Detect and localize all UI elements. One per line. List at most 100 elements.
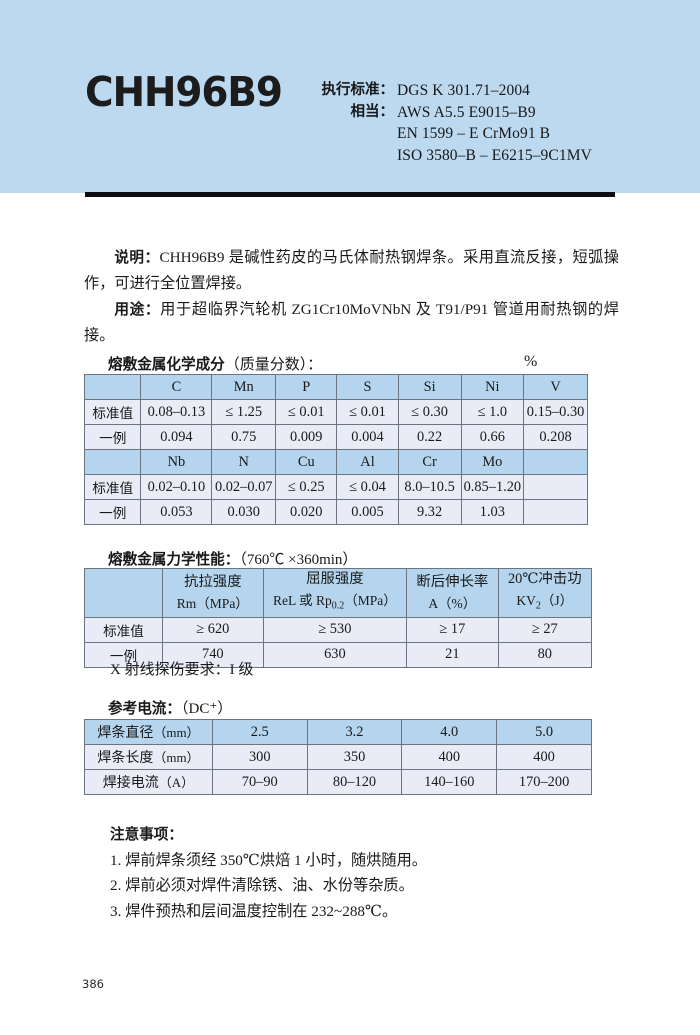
mech-caption-condition: （760℃ ×360min） (239, 552, 358, 568)
row-label: 一例 (83, 499, 142, 525)
xray-requirement-text: X 射线探伤要求：I 级 (110, 662, 254, 678)
chem-caption-paren: （质量分数）： (224, 357, 323, 373)
table-cell: 0.02–0.07 (211, 474, 277, 500)
table-cell: 0.004 (336, 424, 399, 450)
table-cell: 70–90 (211, 769, 308, 795)
column-header: V (523, 374, 588, 400)
column-header: 抗拉强度 Rm（MPa） (161, 568, 264, 618)
column-header: Cu (275, 449, 338, 475)
column-header-line2: KV2（J） (501, 590, 589, 617)
table-row: 一例 0.094 0.75 0.009 0.004 0.22 0.66 0.20… (83, 424, 588, 450)
table-cell: ≤ 0.04 (336, 474, 399, 500)
column-header-line1: 20℃冲击功 (507, 571, 582, 587)
row-label-text: 焊接电流 (102, 775, 159, 791)
table-cell: 0.08–0.13 (140, 399, 213, 425)
table-cell: 0.030 (211, 499, 277, 525)
table-cell: 8.0–10.5 (397, 474, 462, 500)
list-item: 1. 焊前焊条须经 350℃烘焙 1 小时，随烘随用。 (110, 851, 427, 869)
standard-label: 相当： (350, 103, 395, 120)
corner-cell (84, 568, 163, 618)
notes-section: 注意事项： 1. 焊前焊条须经 350℃烘焙 1 小时，随烘随用。 2. 焊前必… (110, 822, 427, 924)
row-label: 一例 (83, 424, 142, 450)
symbol-subscript: 0.2 (331, 600, 345, 612)
table-cell: 400 (401, 744, 498, 770)
title-divider-rule (85, 192, 615, 197)
row-label-text: 焊条长度 (97, 750, 154, 766)
list-item: 3. 焊件预热和层间温度控制在 232~288℃。 (110, 902, 398, 920)
column-header-line1: 断后伸长率 (416, 573, 489, 590)
description-label: 说明： (114, 249, 160, 266)
table-cell: ≥ 17 (406, 616, 499, 643)
standard-row: 执行标准： DGS K 301.71–2004 (300, 80, 630, 102)
mech-caption-main: 熔敷金属力学性能： (108, 551, 240, 568)
table-cell: ≤ 0.01 (336, 399, 399, 425)
table-cell: ≥ 27 (497, 616, 593, 643)
column-header: Si (397, 374, 462, 400)
symbol-post: （MPa） (344, 593, 397, 608)
column-header: C (140, 374, 213, 400)
row-label: 焊条长度（mm） (84, 744, 213, 770)
table-cell: 0.208 (523, 424, 588, 450)
table-cell-empty (523, 474, 588, 500)
column-header-empty (523, 449, 588, 475)
column-header: Mn (211, 374, 277, 400)
row-label: 标准值 (83, 474, 142, 500)
corner-cell (83, 449, 142, 475)
table-row: 一例 740 630 21 80 (84, 641, 593, 668)
table-cell: 1.03 (460, 499, 525, 525)
table-row: C Mn P S Si Ni V (83, 374, 588, 400)
standard-label: 执行标准： (321, 82, 395, 98)
column-header: 断后伸长率 A（%） (406, 568, 499, 618)
standard-value: ISO 3580–B – E6215–9C1MV (397, 146, 592, 164)
table-cell: ≤ 0.30 (397, 399, 462, 425)
table-row: 焊条直径（mm） 2.5 3.2 4.0 5.0 (84, 719, 592, 745)
symbol-pre: KV (516, 593, 536, 608)
table-row: 标准值 ≥ 620 ≥ 530 ≥ 17 ≥ 27 (84, 616, 593, 643)
column-header-line1: 抗拉强度 (184, 573, 242, 590)
notes-title: 注意事项： (110, 826, 183, 843)
table-cell: 9.32 (397, 499, 462, 525)
page-title: CHH96B9 (85, 68, 283, 116)
row-label-unit: （mm） (153, 725, 200, 740)
chem-caption-main: 熔敷金属化学成分 (108, 356, 225, 373)
column-header: N (211, 449, 277, 475)
standard-value: EN 1599 – E CrMo91 B (397, 125, 551, 142)
table-cell: ≤ 0.01 (275, 399, 338, 425)
column-header-line2: Rm（MPa） (176, 595, 249, 611)
column-header: 20℃冲击功 KV2（J） (497, 568, 593, 618)
mech-properties-table: 抗拉强度 Rm（MPa） 屈服强度 ReL 或 Rp0.2（MPa） 断后伸长率… (84, 568, 593, 668)
standard-value: DGS K 301.71–2004 (397, 82, 531, 99)
table-cell: 170–200 (496, 769, 592, 795)
current-caption-mode: （DC⁺） (180, 701, 233, 717)
table-cell: 21 (406, 641, 499, 668)
table-cell: 300 (211, 744, 308, 770)
table-cell: 0.020 (275, 499, 338, 525)
table-cell: ≤ 1.0 (460, 399, 525, 425)
reference-current-table: 焊条直径（mm） 2.5 3.2 4.0 5.0 焊条长度（mm） 300 35… (84, 719, 592, 795)
intro-text-block: 说明：CHH96B9 是碱性药皮的马氏体耐热钢焊条。采用直流反接，短弧操作，可进… (84, 245, 619, 349)
usage-label: 用途： (114, 301, 161, 318)
table-cell: 0.85–1.20 (460, 474, 525, 500)
symbol-subscript: 2 (535, 600, 541, 612)
table-row: 标准值 0.08–0.13 ≤ 1.25 ≤ 0.01 ≤ 0.01 ≤ 0.3… (83, 399, 588, 425)
chem-composition-table: C Mn P S Si Ni V 标准值 0.08–0.13 ≤ 1.25 ≤ … (83, 374, 588, 525)
row-label-text: 焊条直径 (97, 725, 154, 741)
table-cell: 350 (306, 744, 403, 770)
column-header: Mo (460, 449, 525, 475)
row-label-unit: （mm） (153, 750, 200, 765)
table-row: 焊接电流（A） 70–90 80–120 140–160 170–200 (84, 769, 592, 795)
standard-row: 相当： EN 1599 – E CrMo91 B (300, 123, 630, 145)
corner-cell (83, 374, 142, 400)
table-row: 标准值 0.02–0.10 0.02–0.07 ≤ 0.25 ≤ 0.04 8.… (83, 474, 588, 500)
table-cell: 0.66 (460, 424, 525, 450)
table-row: Nb N Cu Al Cr Mo (83, 449, 588, 475)
column-header: S (336, 374, 399, 400)
table-row: 抗拉强度 Rm（MPa） 屈服强度 ReL 或 Rp0.2（MPa） 断后伸长率… (84, 568, 593, 618)
table-cell: 3.2 (306, 719, 403, 745)
symbol-pre: ReL 或 Rp (272, 593, 332, 608)
row-label: 焊条直径（mm） (84, 719, 213, 745)
table-cell: ≥ 620 (161, 616, 264, 643)
mech-properties-caption: 熔敷金属力学性能：（760℃ ×360min） (108, 548, 357, 569)
notes-list: 1. 焊前焊条须经 350℃烘焙 1 小时，随烘随用。 2. 焊前必须对焊件清除… (110, 848, 427, 925)
usage-paragraph: 用途：用于超临界汽轮机 ZG1Cr10MoVNbN 及 T91/P91 管道用耐… (84, 297, 619, 349)
